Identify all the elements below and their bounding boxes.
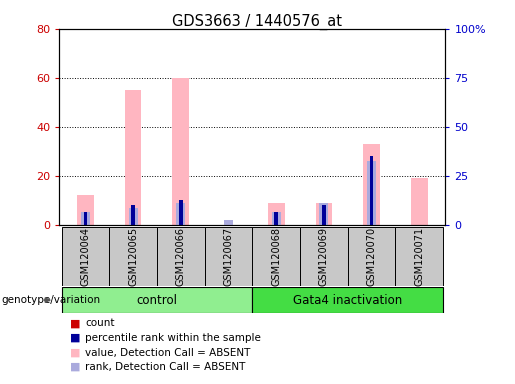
Text: genotype/variation: genotype/variation bbox=[2, 295, 100, 305]
Bar bbox=[396, 227, 443, 286]
Bar bbox=[363, 144, 380, 225]
Text: ■: ■ bbox=[70, 348, 80, 358]
Bar bbox=[316, 203, 332, 225]
Bar bbox=[252, 227, 300, 286]
Bar bbox=[176, 203, 185, 225]
Bar bbox=[129, 207, 138, 225]
Text: GSM120068: GSM120068 bbox=[271, 227, 281, 286]
Bar bbox=[322, 205, 325, 225]
Text: GSM120069: GSM120069 bbox=[319, 227, 329, 286]
Bar bbox=[271, 212, 281, 225]
Bar bbox=[173, 78, 189, 225]
Bar bbox=[83, 212, 87, 225]
Bar bbox=[300, 227, 348, 286]
Text: GSM120065: GSM120065 bbox=[128, 227, 138, 286]
Bar bbox=[367, 161, 376, 225]
Text: ■: ■ bbox=[70, 362, 80, 372]
Bar bbox=[157, 227, 204, 286]
Bar bbox=[109, 227, 157, 286]
Text: GDS3663 / 1440576_at: GDS3663 / 1440576_at bbox=[173, 13, 342, 30]
Bar bbox=[62, 227, 109, 286]
Text: percentile rank within the sample: percentile rank within the sample bbox=[85, 333, 261, 343]
Text: GSM120070: GSM120070 bbox=[367, 227, 376, 286]
Text: ■: ■ bbox=[70, 333, 80, 343]
Bar bbox=[348, 227, 396, 286]
Bar bbox=[224, 220, 233, 225]
Bar bbox=[62, 287, 252, 313]
Text: GSM120067: GSM120067 bbox=[224, 227, 233, 286]
Bar bbox=[319, 203, 329, 225]
Text: GSM120064: GSM120064 bbox=[80, 227, 91, 286]
Text: rank, Detection Call = ABSENT: rank, Detection Call = ABSENT bbox=[85, 362, 245, 372]
Bar bbox=[125, 90, 142, 225]
Bar bbox=[274, 212, 278, 225]
Bar bbox=[204, 227, 252, 286]
Bar bbox=[252, 287, 443, 313]
Text: value, Detection Call = ABSENT: value, Detection Call = ABSENT bbox=[85, 348, 250, 358]
Text: ■: ■ bbox=[70, 318, 80, 328]
Bar bbox=[77, 195, 94, 225]
Bar bbox=[411, 178, 427, 225]
Bar bbox=[370, 156, 373, 225]
Bar bbox=[179, 200, 183, 225]
Bar bbox=[81, 212, 90, 225]
Text: GSM120066: GSM120066 bbox=[176, 227, 186, 286]
Text: control: control bbox=[136, 294, 178, 306]
Text: Gata4 inactivation: Gata4 inactivation bbox=[293, 294, 402, 306]
Bar bbox=[131, 205, 135, 225]
Text: count: count bbox=[85, 318, 114, 328]
Bar bbox=[268, 203, 284, 225]
Text: GSM120071: GSM120071 bbox=[414, 227, 424, 286]
